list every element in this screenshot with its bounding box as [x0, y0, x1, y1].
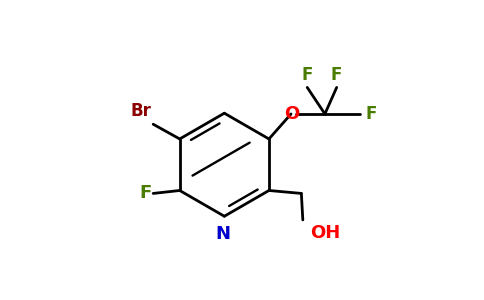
Text: F: F [302, 66, 313, 84]
Text: OH: OH [310, 224, 340, 242]
Text: Br: Br [131, 102, 152, 120]
Text: F: F [139, 184, 152, 202]
Text: F: F [331, 66, 342, 84]
Text: F: F [365, 105, 377, 123]
Text: O: O [284, 105, 299, 123]
Text: N: N [215, 225, 230, 243]
